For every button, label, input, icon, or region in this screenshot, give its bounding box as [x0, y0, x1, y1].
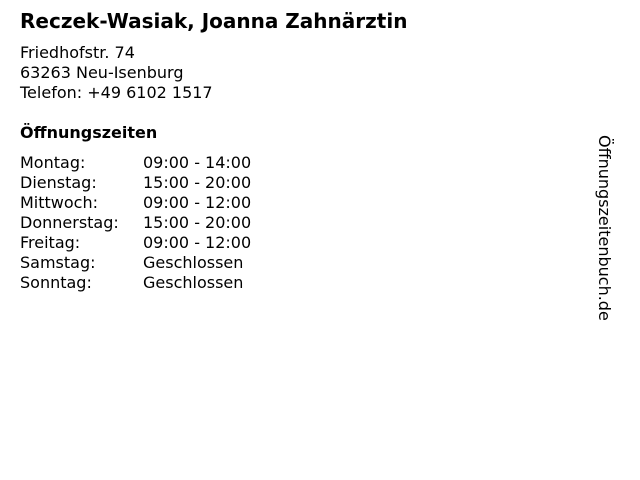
time: 15:00 - 20:00 — [143, 213, 252, 232]
day: Donnerstag: — [20, 213, 119, 232]
day: Mittwoch: — [20, 193, 98, 212]
street: Friedhofstr. 74 — [20, 43, 135, 62]
day: Montag: — [20, 153, 86, 172]
day: Freitag: — [20, 233, 81, 252]
hours-heading: Öffnungszeiten — [20, 123, 158, 142]
day: Samstag: — [20, 253, 96, 272]
day: Sonntag: — [20, 273, 92, 292]
phone: Telefon: +49 6102 1517 — [20, 83, 213, 102]
time: 09:00 - 14:00 — [143, 153, 252, 172]
address-block: Friedhofstr. 74 63263 Neu-Isenburg Telef… — [20, 43, 213, 103]
time: 09:00 - 12:00 — [143, 233, 252, 252]
business-title: Reczek-Wasiak, Joanna Zahnärztin — [20, 9, 408, 33]
time: Geschlossen — [143, 253, 244, 272]
watermark-text: Öffnungszeitenbuch.de — [595, 135, 614, 321]
time: 15:00 - 20:00 — [143, 173, 252, 192]
time: 09:00 - 12:00 — [143, 193, 252, 212]
city: 63263 Neu-Isenburg — [20, 63, 184, 82]
time: Geschlossen — [143, 273, 244, 292]
day: Dienstag: — [20, 173, 97, 192]
